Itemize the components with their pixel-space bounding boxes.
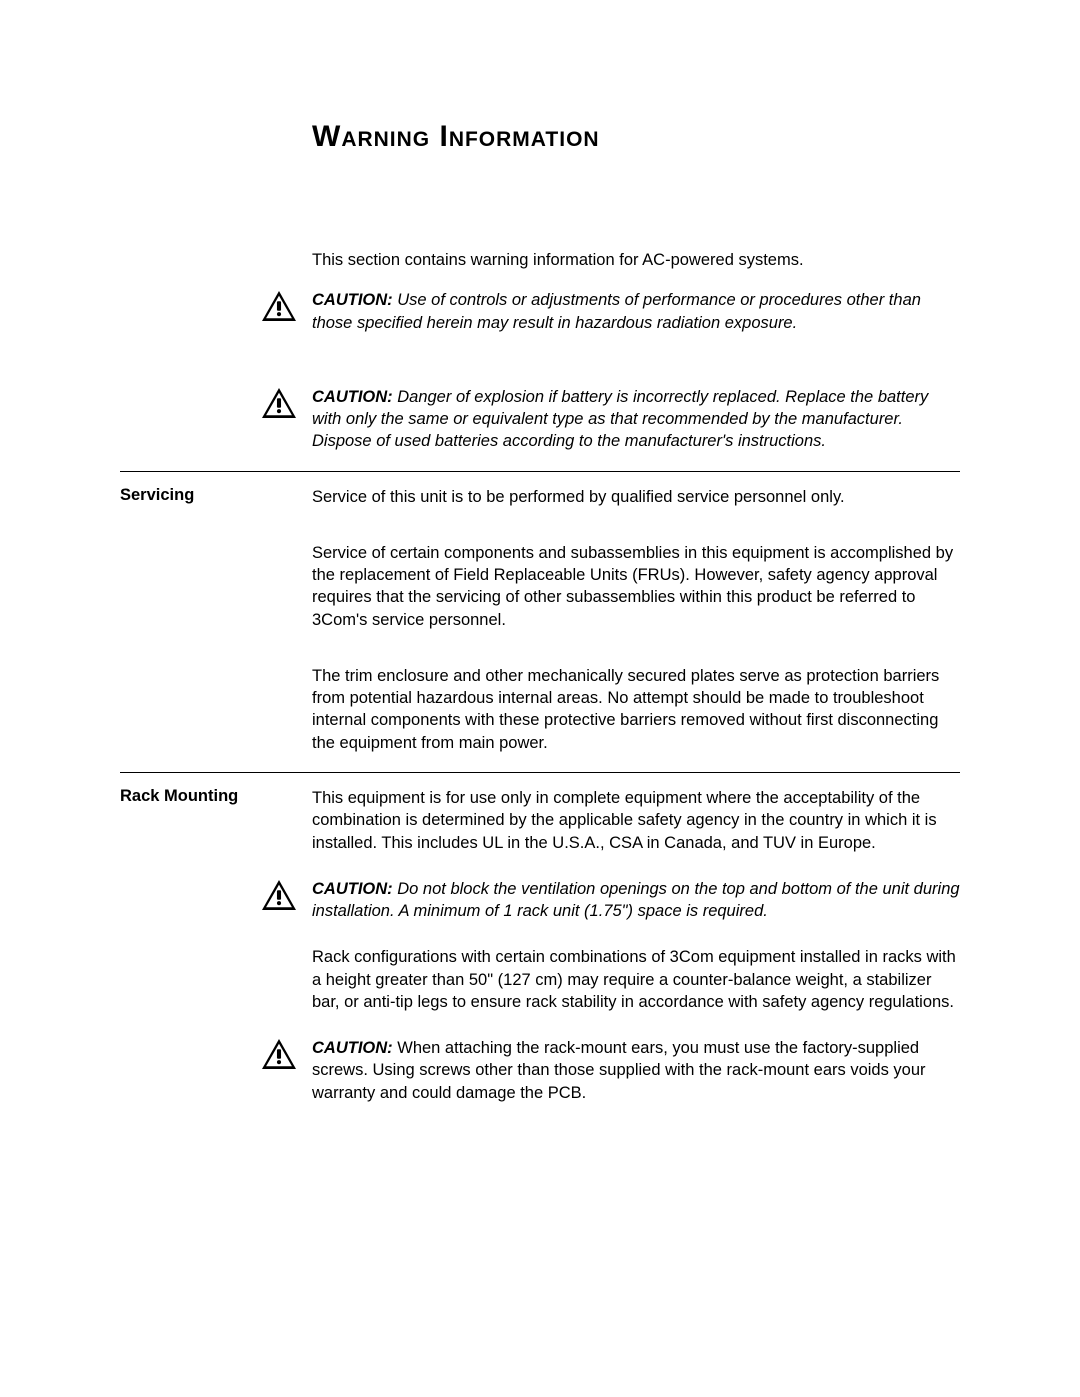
warning-icon bbox=[262, 880, 296, 923]
intro-row: This section contains warning informatio… bbox=[120, 249, 960, 271]
caution-label: CAUTION: bbox=[312, 880, 393, 898]
rack-left2 bbox=[120, 946, 312, 1013]
caution4-body: When attaching the rack-mount ears, you … bbox=[312, 1039, 926, 1102]
rack-p1: This equipment is for use only in comple… bbox=[312, 787, 960, 854]
caution1-row: CAUTION: Use of controls or adjustments … bbox=[120, 289, 960, 334]
caution-label: CAUTION: bbox=[312, 388, 393, 406]
rack-heading: Rack Mounting bbox=[120, 787, 238, 806]
servicing-heading-col: Servicing bbox=[120, 486, 312, 508]
warning-icon bbox=[262, 1039, 296, 1104]
divider bbox=[120, 772, 960, 773]
rack-row2: Rack configurations with certain combina… bbox=[120, 946, 960, 1013]
caution2-icon-col bbox=[120, 386, 312, 453]
servicing-row1: Servicing Service of this unit is to be … bbox=[120, 486, 960, 508]
caution3-row: CAUTION: Do not block the ventilation op… bbox=[120, 878, 960, 923]
warning-icon bbox=[262, 291, 296, 334]
caution3-text: CAUTION: Do not block the ventilation op… bbox=[312, 878, 960, 923]
page-title: Warning Information bbox=[312, 120, 960, 154]
caution3-body: Do not block the ventilation openings on… bbox=[312, 880, 960, 920]
servicing-left3 bbox=[120, 665, 312, 754]
warning-icon bbox=[262, 388, 296, 453]
servicing-heading: Servicing bbox=[120, 486, 194, 505]
caution2-row: CAUTION: Danger of explosion if battery … bbox=[120, 386, 960, 453]
intro-left bbox=[120, 249, 312, 271]
caution2-text: CAUTION: Danger of explosion if battery … bbox=[312, 386, 960, 453]
caution1-body: Use of controls or adjustments of perfor… bbox=[312, 291, 921, 331]
servicing-p3: The trim enclosure and other mechanicall… bbox=[312, 665, 960, 754]
servicing-p1: Service of this unit is to be performed … bbox=[312, 486, 960, 508]
caution4-icon-col bbox=[120, 1037, 312, 1104]
caution2-body: Danger of explosion if battery is incorr… bbox=[312, 388, 928, 451]
servicing-left2 bbox=[120, 542, 312, 631]
caution4-text: CAUTION: When attaching the rack-mount e… bbox=[312, 1037, 960, 1104]
divider bbox=[120, 471, 960, 472]
rack-p2: Rack configurations with certain combina… bbox=[312, 946, 960, 1013]
rack-heading-col: Rack Mounting bbox=[120, 787, 312, 854]
caution3-icon-col bbox=[120, 878, 312, 923]
servicing-p2: Service of certain components and subass… bbox=[312, 542, 960, 631]
caution1-text: CAUTION: Use of controls or adjustments … bbox=[312, 289, 960, 334]
servicing-row3: The trim enclosure and other mechanicall… bbox=[120, 665, 960, 754]
caution4-row: CAUTION: When attaching the rack-mount e… bbox=[120, 1037, 960, 1104]
rack-row1: Rack Mounting This equipment is for use … bbox=[120, 787, 960, 854]
intro-text: This section contains warning informatio… bbox=[312, 249, 960, 271]
caution-label: CAUTION: bbox=[312, 291, 393, 309]
caution-label: CAUTION: bbox=[312, 1039, 393, 1057]
servicing-row2: Service of certain components and subass… bbox=[120, 542, 960, 631]
caution1-icon-col bbox=[120, 289, 312, 334]
